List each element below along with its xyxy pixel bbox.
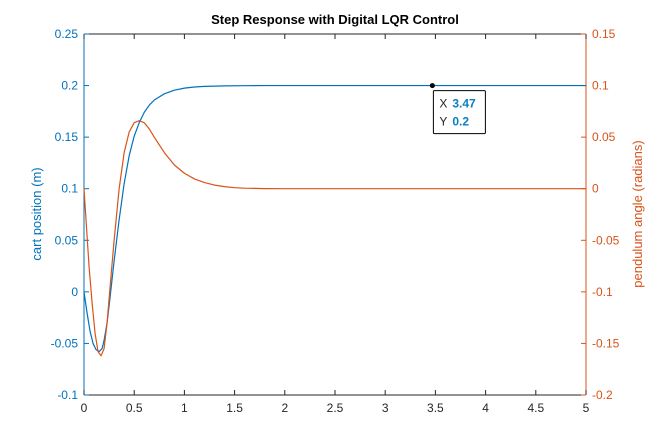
data-tip-box: [432, 90, 486, 135]
left-tick-label: -0.05: [51, 336, 79, 350]
x-tick-label: 5: [583, 401, 590, 415]
left-tick-label: 0.1: [61, 182, 78, 196]
data-tip-x-value: 3.47: [452, 97, 476, 111]
right-tick-label: 0: [592, 182, 599, 196]
right-tick-label: 0.05: [592, 130, 616, 144]
data-tip[interactable]: X 3.47 Y 0.2: [429, 83, 486, 135]
series-layer: [83, 84, 587, 357]
x-tick-label: 4.5: [527, 401, 544, 415]
x-axis: 0 0.5 1 1.5 2 2.5 3 3.5 4 4.5 5: [81, 34, 590, 415]
x-tick-label: 3.5: [427, 401, 444, 415]
x-tick-label: 1.5: [226, 401, 243, 415]
x-tick-label: 3: [382, 401, 389, 415]
right-tick-label: -0.15: [592, 336, 620, 350]
left-tick-label: 0.2: [61, 79, 78, 93]
left-tick-label: 0.25: [55, 27, 79, 41]
left-axis-label: cart position (m): [29, 167, 44, 260]
left-tick-label: 0.05: [55, 233, 79, 247]
cart-position-series[interactable]: [83, 84, 587, 353]
x-tick-label: 2.5: [327, 401, 344, 415]
left-y-axis: -0.1 -0.05 0 0.05 0.1 0.15 0.2 0.25: [51, 27, 89, 402]
right-axis-label: pendulum angle (radians): [630, 140, 645, 287]
x-tick-label: 0.5: [126, 401, 143, 415]
data-tip-y-label: Y: [439, 115, 447, 129]
x-tick-label: 2: [281, 401, 288, 415]
x-tick-label: 1: [181, 401, 188, 415]
right-tick-label: -0.05: [592, 233, 620, 247]
left-tick-label: -0.1: [57, 388, 78, 402]
right-tick-label: 0.1: [592, 79, 609, 93]
right-tick-label: -0.1: [592, 285, 613, 299]
pendulum-angle-series[interactable]: [83, 120, 587, 357]
left-tick-label: 0.15: [55, 130, 79, 144]
right-tick-label: 0.15: [592, 27, 616, 41]
left-tick-label: 0: [71, 285, 78, 299]
plot-frame: [83, 33, 587, 396]
right-tick-label: -0.2: [592, 388, 613, 402]
x-tick-label: 0: [81, 401, 88, 415]
data-tip-marker: [429, 83, 435, 89]
x-tick-label: 4: [482, 401, 489, 415]
right-y-axis: -0.2 -0.15 -0.1 -0.05 0 0.05 0.1 0.15: [581, 27, 620, 402]
data-tip-y-value: 0.2: [452, 115, 469, 129]
chart-title: Step Response with Digital LQR Control: [211, 12, 459, 27]
data-tip-x-label: X: [439, 97, 447, 111]
